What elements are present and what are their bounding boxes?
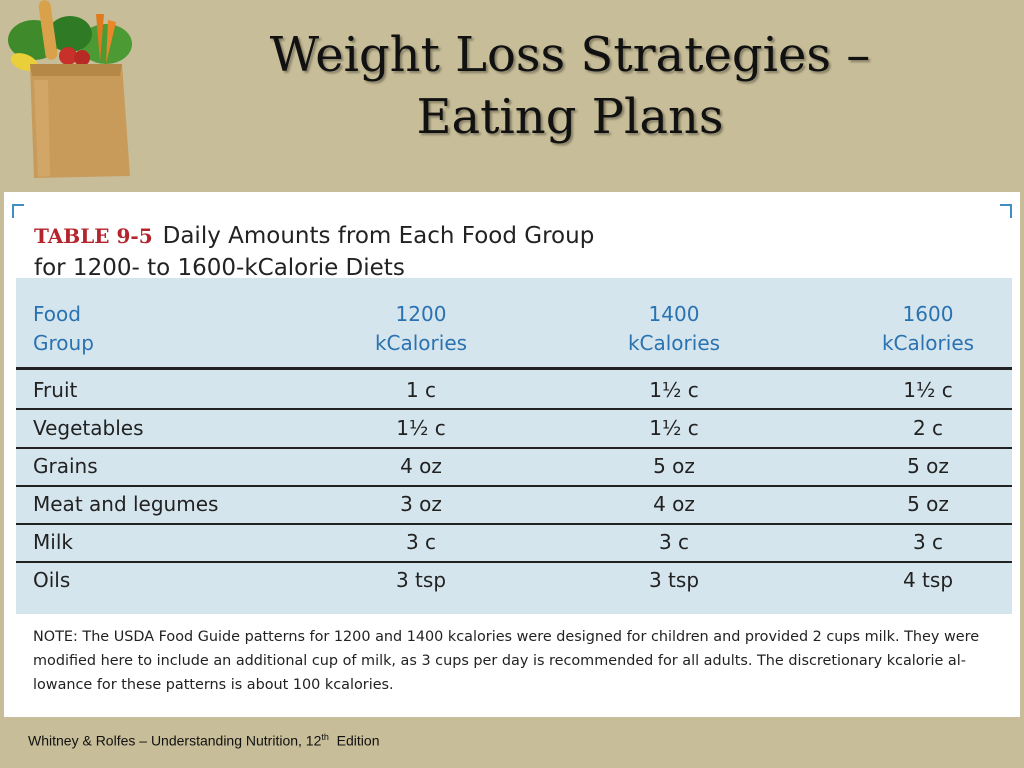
note-line: lowance for these patterns is about 100 … [33,677,394,693]
table-row: Meat and legumes 3 oz 4 oz 5 oz [16,492,1012,522]
row-value-1600: 4 tsp [902,568,954,592]
row-value-1400: 5 oz [653,454,695,478]
row-value-1600: 5 oz [907,492,949,516]
table-header-row: Food Group 1200 kCalories 1400 kCalories 16… [16,300,1012,360]
row-rule [16,523,1012,525]
header-rule [16,367,1012,370]
row-value-1200: 1 c [405,378,437,402]
table-title-line2: for 1200- to 1600-kCalorie Diets [34,255,405,281]
footer-text: Whitney & Rolfes – Understanding Nutriti… [28,732,322,749]
row-label: Grains [33,454,98,478]
table-row: Fruit 1 c 1½ c 1½ c [16,378,1012,408]
header-1400: 1400 kCalories [627,302,721,355]
table-panel: TABLE 9-5 Daily Amounts from Each Food Gr… [4,192,1020,717]
footer-superscript: th [321,732,329,742]
slide-title-line1: Weight Loss Strategies – [269,27,871,83]
table-note: NOTE: The USDA Food Guide patterns for 1… [33,625,983,697]
row-value-1200: 4 oz [400,454,442,478]
table-row: Grains 4 oz 5 oz 5 oz [16,454,1012,484]
row-rule [16,447,1012,449]
footer-edition: Edition [328,732,380,749]
row-value-1600: 5 oz [907,454,949,478]
row-label: Vegetables [33,416,144,440]
table-title-line1: Daily Amounts from Each Food Group [162,223,595,249]
row-value-1400: 3 c [658,530,690,554]
table-background [16,278,1012,614]
row-value-1400: 1½ c [649,378,699,402]
slide-title: Weight Loss Strategies – Eating Plans [170,24,970,148]
row-value-1200: 3 oz [400,492,442,516]
row-value-1600: 1½ c [903,378,953,402]
header-1600: 1600 kCalories [881,302,975,355]
corner-bracket-left [12,204,24,218]
row-value-1600: 3 c [912,530,944,554]
table-row: Oils 3 tsp 3 tsp 4 tsp [16,568,1012,598]
row-rule [16,485,1012,487]
table-number: TABLE 9-5 [34,224,153,248]
row-value-1600: 2 c [912,416,944,440]
row-value-1400: 3 tsp [648,568,700,592]
row-label: Milk [33,530,73,554]
row-value-1200: 3 c [405,530,437,554]
table-row: Vegetables 1½ c 1½ c 2 c [16,416,1012,446]
table-row: Milk 3 c 3 c 3 c [16,530,1012,560]
row-value-1400: 1½ c [649,416,699,440]
corner-bracket-right [1000,204,1012,218]
grocery-bag-icon [8,0,132,178]
row-value-1200: 1½ c [396,416,446,440]
row-label: Fruit [33,378,78,402]
header-food-group: Food Group [33,302,94,355]
note-line: NOTE: The USDA Food Guide patterns for 1… [33,629,980,645]
row-value-1200: 3 tsp [395,568,447,592]
row-rule [16,408,1012,410]
table-title: TABLE 9-5 Daily Amounts from Each Food Gr… [34,220,594,284]
footer-citation: Whitney & Rolfes – Understanding Nutriti… [28,732,379,749]
row-label: Meat and legumes [33,492,219,516]
row-value-1400: 4 oz [653,492,695,516]
row-rule [16,561,1012,563]
slide-title-line2: Eating Plans [416,89,724,145]
header-1200: 1200 kCalories [374,302,468,355]
note-line: modified here to include an additional c… [33,653,966,669]
row-label: Oils [33,568,71,592]
